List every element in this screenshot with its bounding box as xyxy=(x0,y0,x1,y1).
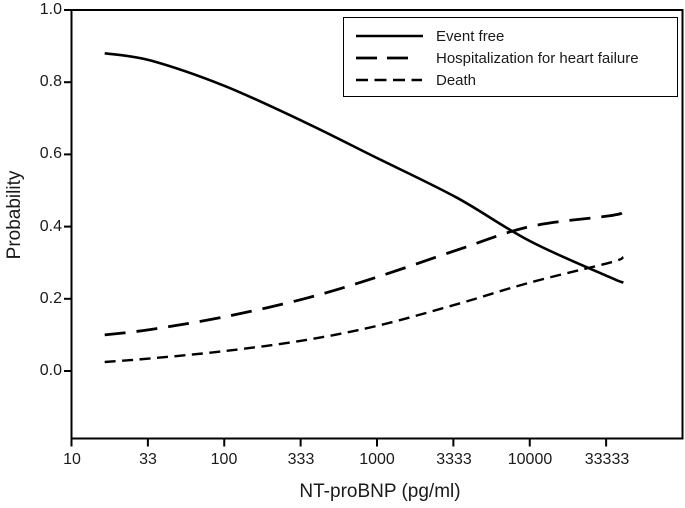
x-tick-label: 333 xyxy=(287,451,315,468)
legend-line-short-dash-icon xyxy=(356,78,422,82)
y-tick-label: 0.8 xyxy=(39,73,62,90)
x-tick-label: 3333 xyxy=(436,451,472,468)
legend-line-solid-icon xyxy=(356,34,423,38)
y-tick-label: 0.4 xyxy=(39,218,62,235)
x-tick-label: 1000 xyxy=(359,451,395,468)
legend: Event free Hospitalization for heart fai… xyxy=(343,17,678,97)
y-tick-label: 1.0 xyxy=(39,1,62,18)
x-tick-label: 33 xyxy=(139,451,157,468)
series-line-long-dash xyxy=(104,210,624,337)
x-tick-label: 100 xyxy=(210,451,238,468)
legend-row: Event free xyxy=(356,25,677,47)
x-tick-label: 33333 xyxy=(584,451,630,468)
series-line-short-dash xyxy=(104,256,624,364)
legend-label: Hospitalization for heart failure xyxy=(436,49,639,67)
legend-label: Event free xyxy=(436,27,505,45)
y-tick-label: 0.0 xyxy=(39,362,62,379)
series-line-solid xyxy=(104,52,624,284)
legend-row: Death xyxy=(356,69,677,91)
x-tick-label: 10000 xyxy=(507,451,553,468)
legend-row: Hospitalization for heart failure xyxy=(356,47,677,69)
legend-label: Death xyxy=(436,71,477,89)
legend-line-long-dash-icon xyxy=(356,56,408,60)
x-axis-title: NT-proBNP (pg/ml) xyxy=(299,481,461,502)
y-tick-label: 0.2 xyxy=(39,290,62,307)
y-tick-label: 0.6 xyxy=(39,145,62,162)
y-axis-title: Probability xyxy=(4,170,25,260)
x-tick-label: 10 xyxy=(63,451,81,468)
